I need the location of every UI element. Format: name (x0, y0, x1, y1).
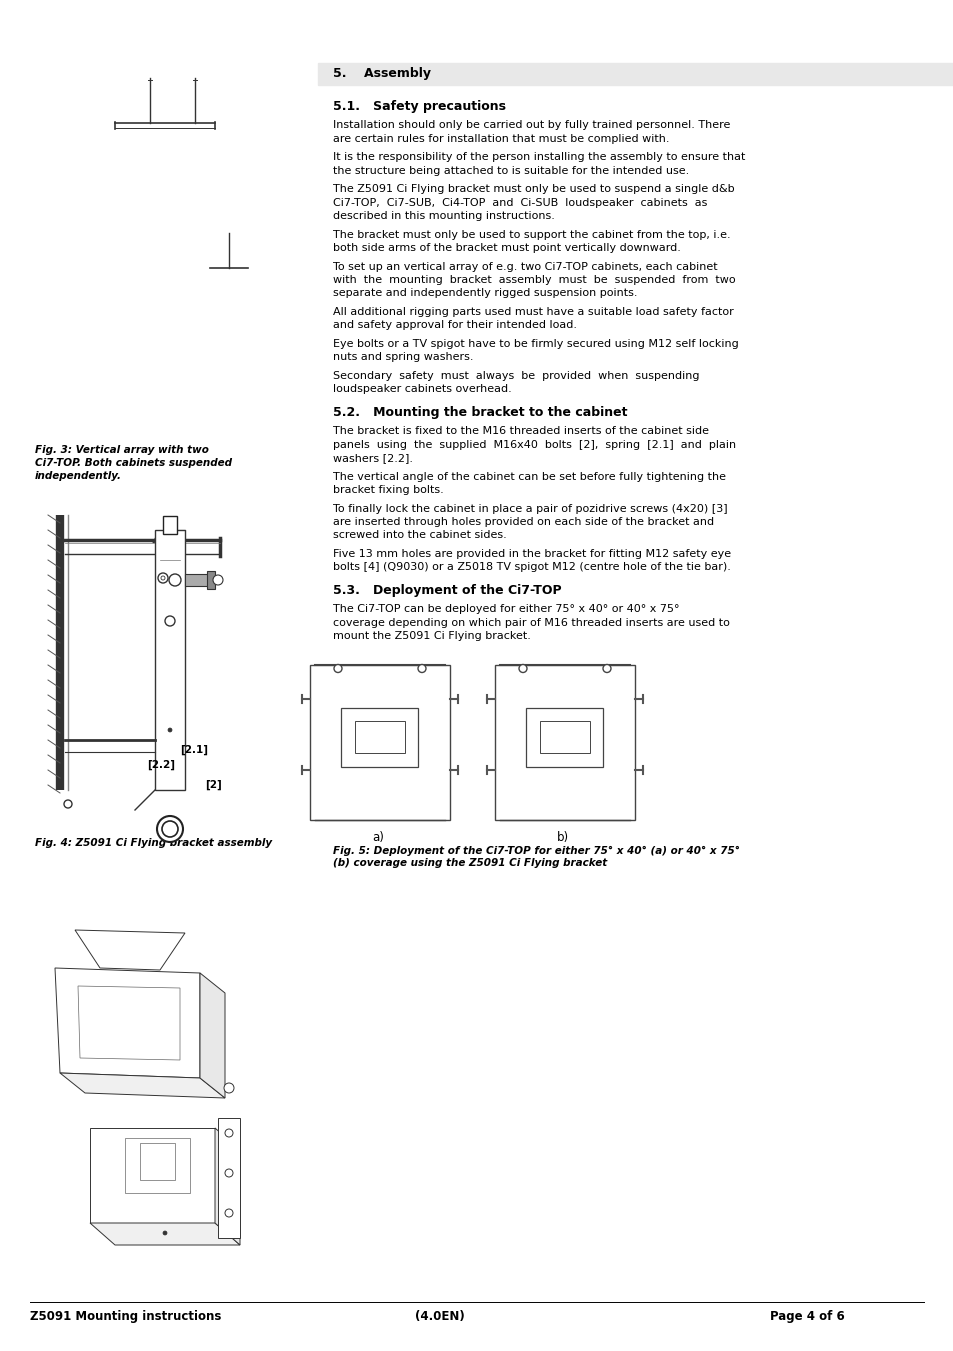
Circle shape (157, 816, 183, 842)
Polygon shape (218, 1119, 240, 1238)
Text: [3]: [3] (165, 532, 182, 542)
Text: The bracket is fixed to the M16 threaded inserts of the cabinet side: The bracket is fixed to the M16 threaded… (333, 426, 708, 436)
Polygon shape (214, 1128, 240, 1246)
Text: (4.0EN): (4.0EN) (415, 1310, 464, 1323)
Circle shape (163, 1231, 167, 1235)
Text: Eye bolts or a TV spigot have to be firmly secured using M12 self locking: Eye bolts or a TV spigot have to be firm… (333, 339, 738, 349)
Text: Ci7-TOP,  Ci7-SUB,  Ci4-TOP  and  Ci-SUB  loudspeaker  cabinets  as: Ci7-TOP, Ci7-SUB, Ci4-TOP and Ci-SUB lou… (333, 197, 706, 208)
Text: both side arms of the bracket must point vertically downward.: both side arms of the bracket must point… (333, 243, 680, 253)
Text: Installation should only be carried out by fully trained personnel. There: Installation should only be carried out … (333, 120, 730, 130)
Text: 5.2.   Mounting the bracket to the cabinet: 5.2. Mounting the bracket to the cabinet (333, 407, 627, 419)
Text: described in this mounting instructions.: described in this mounting instructions. (333, 211, 555, 222)
Polygon shape (185, 574, 210, 586)
Circle shape (158, 573, 168, 584)
Text: nuts and spring washers.: nuts and spring washers. (333, 353, 473, 362)
Text: It is the responsibility of the person installing the assembly to ensure that: It is the responsibility of the person i… (333, 153, 744, 162)
Bar (355, 721, 405, 754)
Bar (341, 708, 418, 767)
Text: To set up an vertical array of e.g. two Ci7-TOP cabinets, each cabinet: To set up an vertical array of e.g. two … (333, 262, 717, 272)
Text: Fig. 5: Deployment of the Ci7-TOP for either 75° x 40° (a) or 40° x 75°: Fig. 5: Deployment of the Ci7-TOP for ei… (333, 846, 740, 855)
Circle shape (213, 576, 223, 585)
Polygon shape (60, 1073, 225, 1098)
Text: are inserted through holes provided on each side of the bracket and: are inserted through holes provided on e… (333, 517, 714, 527)
Circle shape (161, 576, 165, 580)
Text: Ci7-TOP. Both cabinets suspended: Ci7-TOP. Both cabinets suspended (35, 458, 232, 467)
Text: bracket fixing bolts.: bracket fixing bolts. (333, 485, 443, 494)
Circle shape (165, 616, 174, 626)
Bar (539, 721, 589, 754)
Polygon shape (90, 1223, 240, 1246)
Circle shape (168, 728, 172, 732)
Bar (154, 530, 185, 790)
Polygon shape (207, 571, 214, 589)
Text: washers [2.2].: washers [2.2]. (333, 453, 413, 463)
Text: Fig. 4: Z5091 Ci Flying bracket assembly: Fig. 4: Z5091 Ci Flying bracket assembly (35, 838, 272, 848)
Bar (317, 63, 953, 85)
Circle shape (334, 665, 341, 673)
Text: Secondary  safety  must  always  be  provided  when  suspending: Secondary safety must always be provided… (333, 372, 699, 381)
Circle shape (602, 665, 610, 673)
Circle shape (162, 821, 178, 838)
Text: are certain rules for installation that must be complied with.: are certain rules for installation that … (333, 134, 669, 143)
Text: (b) coverage using the Z5091 Ci Flying bracket: (b) coverage using the Z5091 Ci Flying b… (333, 858, 607, 867)
Circle shape (417, 665, 426, 673)
Text: Five 13 mm holes are provided in the bracket for fitting M12 safety eye: Five 13 mm holes are provided in the bra… (333, 549, 730, 559)
Polygon shape (200, 973, 225, 1098)
Bar (163, 516, 177, 534)
Bar (526, 708, 603, 767)
Text: coverage depending on which pair of M16 threaded inserts are used to: coverage depending on which pair of M16 … (333, 617, 729, 627)
Text: 5.    Assembly: 5. Assembly (333, 68, 431, 80)
Text: 5.3.   Deployment of the Ci7-TOP: 5.3. Deployment of the Ci7-TOP (333, 584, 561, 597)
Text: loudspeaker cabinets overhead.: loudspeaker cabinets overhead. (333, 385, 511, 394)
Circle shape (169, 574, 181, 586)
Text: The vertical angle of the cabinet can be set before fully tightening the: The vertical angle of the cabinet can be… (333, 471, 725, 481)
Text: [2.1]: [2.1] (180, 744, 208, 755)
Text: Z5091 Mounting instructions: Z5091 Mounting instructions (30, 1310, 221, 1323)
Text: To finally lock the cabinet in place a pair of pozidrive screws (4x20) [3]: To finally lock the cabinet in place a p… (333, 504, 727, 513)
Bar (495, 665, 635, 820)
Polygon shape (55, 969, 200, 1078)
Circle shape (225, 1209, 233, 1217)
Polygon shape (90, 1128, 214, 1223)
Text: Page 4 of 6: Page 4 of 6 (769, 1310, 843, 1323)
Circle shape (518, 665, 526, 673)
Bar (310, 665, 450, 820)
Text: [2.2]: [2.2] (147, 761, 174, 770)
Text: Fig. 3: Vertical array with two: Fig. 3: Vertical array with two (35, 444, 209, 455)
Text: with  the  mounting  bracket  assembly  must  be  suspended  from  two: with the mounting bracket assembly must … (333, 276, 735, 285)
Text: All additional rigging parts used must have a suitable load safety factor: All additional rigging parts used must h… (333, 307, 733, 317)
Text: mount the Z5091 Ci Flying bracket.: mount the Z5091 Ci Flying bracket. (333, 631, 530, 640)
Text: [2]: [2] (205, 780, 221, 790)
Text: The bracket must only be used to support the cabinet from the top, i.e.: The bracket must only be used to support… (333, 230, 730, 239)
Circle shape (225, 1129, 233, 1138)
Text: 5.1.   Safety precautions: 5.1. Safety precautions (333, 100, 505, 113)
Text: and safety approval for their intended load.: and safety approval for their intended l… (333, 320, 577, 331)
Text: panels  using  the  supplied  M16x40  bolts  [2],  spring  [2.1]  and  plain: panels using the supplied M16x40 bolts [… (333, 439, 736, 450)
Text: screwed into the cabinet sides.: screwed into the cabinet sides. (333, 531, 506, 540)
Polygon shape (75, 929, 185, 970)
Text: the structure being attached to is suitable for the intended use.: the structure being attached to is suita… (333, 166, 688, 176)
Circle shape (224, 1084, 233, 1093)
Circle shape (64, 800, 71, 808)
Text: bolts [4] (Q9030) or a Z5018 TV spigot M12 (centre hole of the tie bar).: bolts [4] (Q9030) or a Z5018 TV spigot M… (333, 562, 730, 573)
Text: a): a) (372, 831, 383, 844)
Text: b): b) (557, 831, 569, 844)
Circle shape (225, 1169, 233, 1177)
Text: separate and independently rigged suspension points.: separate and independently rigged suspen… (333, 289, 637, 299)
Text: The Ci7-TOP can be deployed for either 75° x 40° or 40° x 75°: The Ci7-TOP can be deployed for either 7… (333, 604, 679, 613)
Text: The Z5091 Ci Flying bracket must only be used to suspend a single d&b: The Z5091 Ci Flying bracket must only be… (333, 184, 734, 195)
Text: independently.: independently. (35, 471, 122, 481)
